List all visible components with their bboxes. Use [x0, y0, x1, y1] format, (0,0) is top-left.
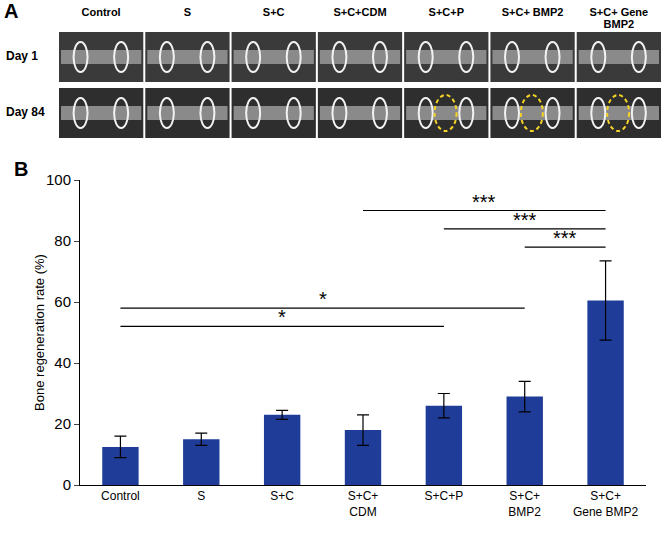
html-text:S+C+CDM: S+C+CDM — [333, 6, 387, 18]
svg-text:S+C+Gene BMP2: S+C+Gene BMP2 — [573, 489, 639, 519]
html-text:Control: Control — [81, 6, 121, 18]
svg-text:S: S — [197, 489, 205, 503]
html-text:S+C+ BMP2: S+C+ BMP2 — [501, 6, 564, 18]
svg-text:Control: Control — [101, 489, 140, 503]
svg-text:***: *** — [513, 209, 537, 231]
svg-text:100: 100 — [46, 171, 71, 188]
svg-text:20: 20 — [54, 415, 71, 432]
svg-text:S+C+CDM: S+C+CDM — [348, 489, 379, 519]
svg-text:80: 80 — [54, 232, 71, 249]
html-text:A: A — [4, 0, 19, 22]
html-text:Day 1: Day 1 — [6, 49, 38, 63]
html-text:S+C+P: S+C+P — [428, 6, 464, 18]
html-text:S: S — [183, 6, 192, 18]
svg-text:*: * — [319, 288, 327, 310]
svg-text:40: 40 — [54, 354, 71, 371]
svg-text:S+C+BMP2: S+C+BMP2 — [508, 489, 541, 519]
svg-text:60: 60 — [54, 293, 71, 310]
svg-text:*: * — [278, 306, 286, 328]
svg-text:***: *** — [553, 227, 577, 249]
svg-text:***: *** — [472, 191, 496, 213]
svg-text:B: B — [14, 158, 28, 180]
html-text:S+C: S+C — [262, 6, 285, 18]
html-text:Day 84: Day 84 — [6, 105, 45, 119]
svg-text:S+C: S+C — [270, 489, 294, 503]
svg-text:S+C+P: S+C+P — [425, 489, 464, 503]
svg-text:0: 0 — [63, 476, 71, 493]
svg-text:Bone regeneration rate (%): Bone regeneration rate (%) — [32, 254, 47, 411]
html-text:S+C+ Gene BMP2: S+C+ Gene BMP2 — [589, 6, 649, 30]
